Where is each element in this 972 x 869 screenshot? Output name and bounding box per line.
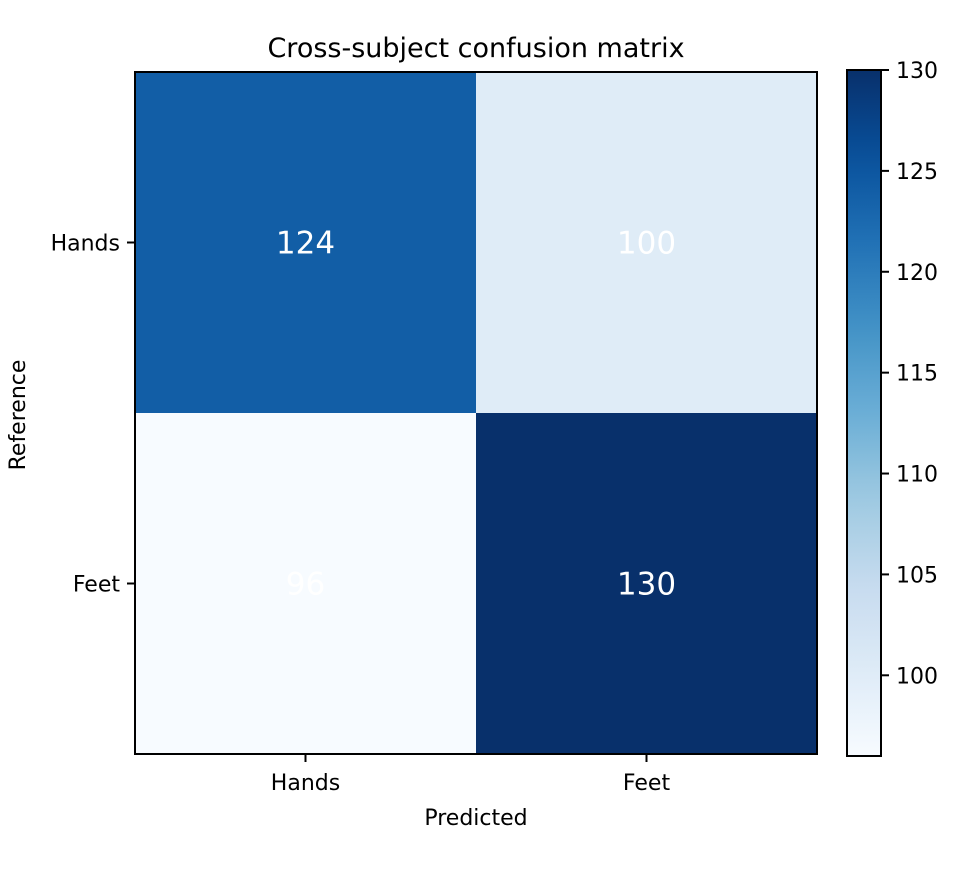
colorbar-ticks: 100 105 110 115 120 125 130 [881,59,938,689]
heatmap-cells [135,72,817,754]
cell-value-label: 130 [617,567,676,603]
colorbar [846,69,882,757]
y-axis-label: Reference [6,360,31,471]
x-axis-ticks: Hands Feet [271,754,671,796]
cell-value-label: 124 [276,226,335,262]
heatmap-cell [476,413,817,754]
colorbar-tick-label: 125 [896,160,938,185]
colorbar-tick-label: 105 [896,563,938,588]
cell-value-label: 100 [617,226,676,262]
colorbar-tick-label: 110 [896,463,938,488]
x-tick-label: Feet [623,771,671,796]
colorbar-tick-label: 100 [896,664,938,689]
cell-value-label: 96 [286,567,325,603]
x-tick-label: Hands [271,771,340,796]
heatmap-cell [135,72,476,413]
x-axis-label: Predicted [424,806,527,831]
colorbar-tick-label: 130 [896,59,938,84]
colorbar-tick-label: 115 [896,362,938,387]
colorbar-tick-label: 120 [896,261,938,286]
y-tick-label: Hands [51,232,120,257]
plot-frame [134,71,818,755]
y-axis-ticks: Hands Feet [51,232,135,598]
chart-title: Cross-subject confusion matrix [267,33,684,64]
heatmap-cell [135,413,476,754]
heatmap-cell [476,72,817,413]
y-tick-label: Feet [73,573,121,598]
heatmap-cell-labels: 124 100 96 130 [276,226,676,603]
